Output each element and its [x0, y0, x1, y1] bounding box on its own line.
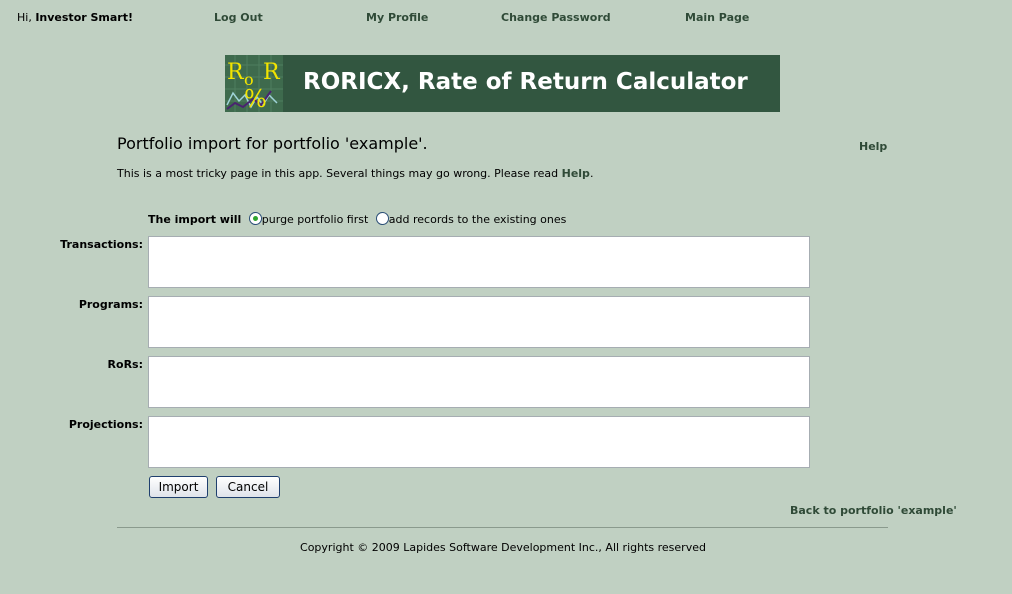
radio-add[interactable] [375, 212, 389, 225]
banner: R o R % RORICX, Rate of Return Calculato… [225, 55, 780, 112]
projections-label: Projections: [68, 418, 143, 431]
rors-label: RoRs: [107, 358, 143, 371]
intro-body: This is a most tricky page in this app. … [117, 167, 562, 180]
svg-text:%: % [244, 85, 267, 112]
rors-input[interactable] [148, 356, 810, 408]
intro-end: . [589, 167, 594, 180]
nav-log-out[interactable]: Log Out [214, 11, 263, 24]
nav-my-profile[interactable]: My Profile [366, 11, 429, 24]
svg-text:o: o [244, 70, 254, 89]
footer-copyright: Copyright © 2009 Lapides Software Develo… [300, 541, 706, 554]
nav-main-page[interactable]: Main Page [685, 11, 750, 24]
programs-label: Programs: [78, 298, 143, 311]
projections-input[interactable] [148, 416, 810, 468]
footer-divider [117, 527, 888, 528]
import-mode-label: The import will [148, 213, 242, 226]
help-link[interactable]: Help [859, 140, 888, 153]
back-to-portfolio-link[interactable]: Back to portfolio 'example' [790, 504, 957, 517]
page-title: Portfolio import for portfolio 'example'… [117, 134, 428, 153]
radio-purge-label[interactable]: purge portfolio first [261, 213, 369, 226]
transactions-input[interactable] [148, 236, 810, 288]
greeting: Hi, Investor Smart! [17, 11, 133, 24]
svg-text:R: R [227, 60, 245, 85]
intro-help-link[interactable]: Help [561, 167, 590, 180]
programs-input[interactable] [148, 296, 810, 348]
user-name: Investor Smart! [35, 11, 134, 24]
ror-logo-icon: R o R % [225, 55, 283, 112]
greeting-text: Hi, [17, 11, 36, 24]
intro-text: This is a most tricky page in this app. … [117, 167, 593, 180]
import-button[interactable]: Import [149, 476, 208, 498]
svg-text:R: R [263, 60, 281, 85]
banner-title: RORICX, Rate of Return Calculator [303, 69, 748, 95]
radio-add-label[interactable]: add records to the existing ones [388, 213, 567, 226]
nav-change-password[interactable]: Change Password [501, 11, 611, 24]
radio-purge[interactable] [248, 212, 262, 225]
cancel-button[interactable]: Cancel [216, 476, 280, 498]
transactions-label: Transactions: [60, 238, 143, 251]
import-mode: The import will purge portfolio first ad… [148, 212, 566, 226]
